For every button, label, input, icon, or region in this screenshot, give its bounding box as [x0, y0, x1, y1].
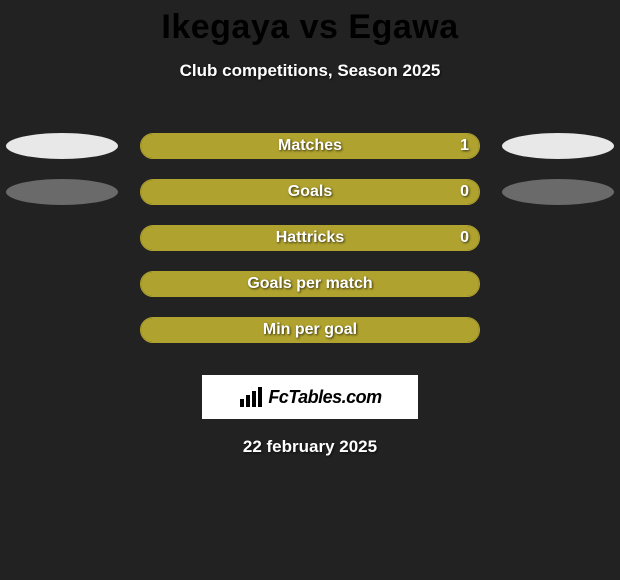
left-ellipse [6, 133, 118, 159]
stat-row: Goals0 [0, 169, 620, 215]
stat-row: Min per goal [0, 307, 620, 353]
title-player-right: Egawa [348, 8, 458, 46]
brand-text: FcTables.com [268, 387, 381, 408]
subtitle: Club competitions, Season 2025 [0, 61, 620, 81]
stat-value: 0 [460, 226, 469, 250]
stat-row: Goals per match [0, 261, 620, 307]
stat-label: Matches [141, 134, 479, 158]
stat-bar: Goals0 [140, 179, 480, 205]
stat-bar: Hattricks0 [140, 225, 480, 251]
stat-value: 0 [460, 180, 469, 204]
stat-bar: Min per goal [140, 317, 480, 343]
stat-label: Goals per match [141, 272, 479, 296]
brand-bars-icon [238, 387, 264, 407]
stat-row: Hattricks0 [0, 215, 620, 261]
stat-label: Min per goal [141, 318, 479, 342]
stat-rows: Matches1Goals0Hattricks0Goals per matchM… [0, 123, 620, 353]
stat-value: 1 [460, 134, 469, 158]
stat-bar: Goals per match [140, 271, 480, 297]
left-ellipse [6, 179, 118, 205]
brand-inner: FcTables.com [238, 387, 381, 408]
stat-label: Hattricks [141, 226, 479, 250]
infographic-container: Ikegaya vs Egawa Club competitions, Seas… [0, 0, 620, 457]
title-player-left: Ikegaya [161, 8, 289, 46]
stat-row: Matches1 [0, 123, 620, 169]
comparison-title: Ikegaya vs Egawa [0, 8, 620, 47]
title-vs: vs [300, 8, 339, 46]
stat-bar: Matches1 [140, 133, 480, 159]
right-ellipse [502, 133, 614, 159]
brand-box: FcTables.com [202, 375, 418, 419]
stat-label: Goals [141, 180, 479, 204]
right-ellipse [502, 179, 614, 205]
date-text: 22 february 2025 [0, 437, 620, 457]
